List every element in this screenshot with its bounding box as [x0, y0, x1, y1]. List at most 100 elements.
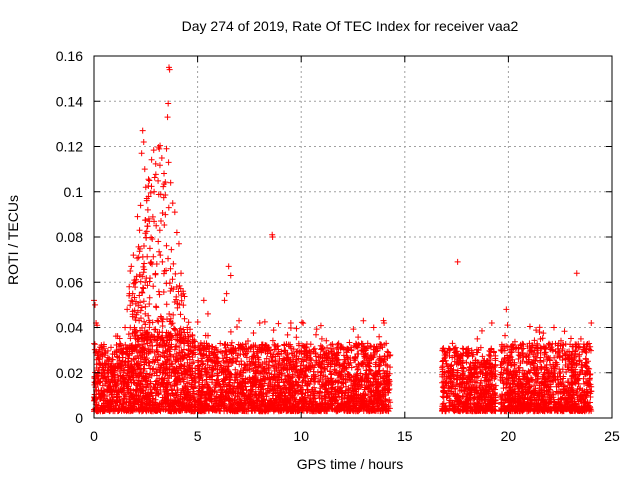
data-point — [105, 382, 112, 389]
data-point — [149, 395, 156, 402]
data-point — [96, 347, 103, 354]
data-point — [105, 361, 112, 368]
data-point — [126, 390, 133, 397]
data-point — [166, 407, 173, 414]
data-point — [102, 349, 109, 356]
data-point — [439, 393, 446, 400]
data-point — [128, 393, 135, 400]
data-point — [138, 381, 145, 388]
data-point — [114, 372, 121, 379]
data-point — [184, 396, 191, 403]
data-point — [133, 392, 140, 399]
data-point — [151, 359, 158, 366]
data-point — [170, 354, 177, 361]
data-point — [329, 341, 336, 348]
data-point — [106, 378, 113, 385]
data-point — [143, 355, 150, 362]
data-point — [115, 375, 122, 382]
data-point — [99, 362, 106, 369]
data-point — [143, 400, 150, 407]
data-point — [180, 386, 187, 393]
data-point — [191, 338, 198, 345]
data-point — [146, 402, 153, 409]
data-point — [186, 356, 193, 363]
data-point — [103, 377, 110, 384]
data-point — [189, 384, 196, 391]
data-point — [104, 373, 111, 380]
data-point — [108, 344, 115, 351]
data-point — [153, 337, 160, 344]
data-point — [135, 380, 142, 387]
data-point — [145, 407, 152, 414]
data-point — [185, 319, 192, 326]
data-point — [152, 386, 159, 393]
data-point — [167, 352, 174, 359]
data-point — [96, 356, 103, 363]
data-point — [187, 362, 194, 369]
data-point — [174, 378, 181, 385]
data-point — [126, 374, 133, 381]
data-point — [168, 387, 175, 394]
data-point — [165, 382, 172, 389]
data-point — [124, 383, 131, 390]
data-point — [114, 333, 121, 340]
data-point — [275, 320, 282, 327]
data-point — [104, 388, 111, 395]
data-point — [151, 336, 158, 343]
data-point — [178, 403, 185, 410]
data-point — [171, 407, 178, 414]
data-point — [250, 329, 257, 336]
data-point — [165, 390, 172, 397]
data-point — [125, 402, 132, 408]
data-point — [184, 340, 191, 347]
data-point — [190, 388, 197, 395]
data-point — [384, 362, 391, 369]
data-point — [173, 391, 180, 398]
data-point — [173, 400, 180, 407]
data-point — [141, 395, 148, 402]
data-point — [312, 331, 319, 338]
data-point — [478, 327, 485, 334]
data-point — [137, 332, 144, 339]
data-point — [152, 402, 159, 409]
data-point — [187, 404, 194, 411]
data-point — [181, 382, 188, 389]
data-point — [116, 364, 123, 371]
data-point — [114, 393, 121, 400]
data-point — [168, 372, 175, 379]
data-point — [120, 346, 127, 353]
data-point — [187, 397, 194, 404]
data-point — [116, 389, 123, 396]
data-point — [121, 379, 128, 386]
data-point — [192, 351, 199, 358]
data-point — [130, 379, 137, 386]
data-point — [181, 375, 188, 382]
data-point — [114, 398, 121, 405]
data-point — [179, 385, 186, 392]
data-point — [167, 344, 174, 351]
data-point — [105, 364, 112, 371]
data-point — [159, 322, 166, 329]
data-point — [174, 386, 181, 393]
data-point — [185, 379, 192, 386]
data-point — [191, 337, 198, 344]
data-point — [173, 336, 179, 343]
data-point — [335, 340, 342, 347]
data-point — [526, 323, 533, 330]
data-point — [350, 326, 357, 333]
data-point — [463, 359, 470, 366]
data-point — [106, 355, 113, 362]
data-point — [181, 351, 188, 358]
data-point — [111, 408, 118, 415]
data-point — [161, 352, 168, 359]
data-point — [112, 365, 119, 372]
data-point — [157, 387, 164, 394]
data-point — [162, 365, 169, 372]
data-point — [127, 408, 134, 415]
data-point — [101, 397, 108, 404]
chart-title: Day 274 of 2019, Rate Of TEC Index for r… — [181, 18, 519, 34]
data-point — [172, 370, 179, 377]
data-point — [270, 327, 277, 334]
data-point — [459, 345, 466, 352]
data-point — [194, 319, 201, 326]
